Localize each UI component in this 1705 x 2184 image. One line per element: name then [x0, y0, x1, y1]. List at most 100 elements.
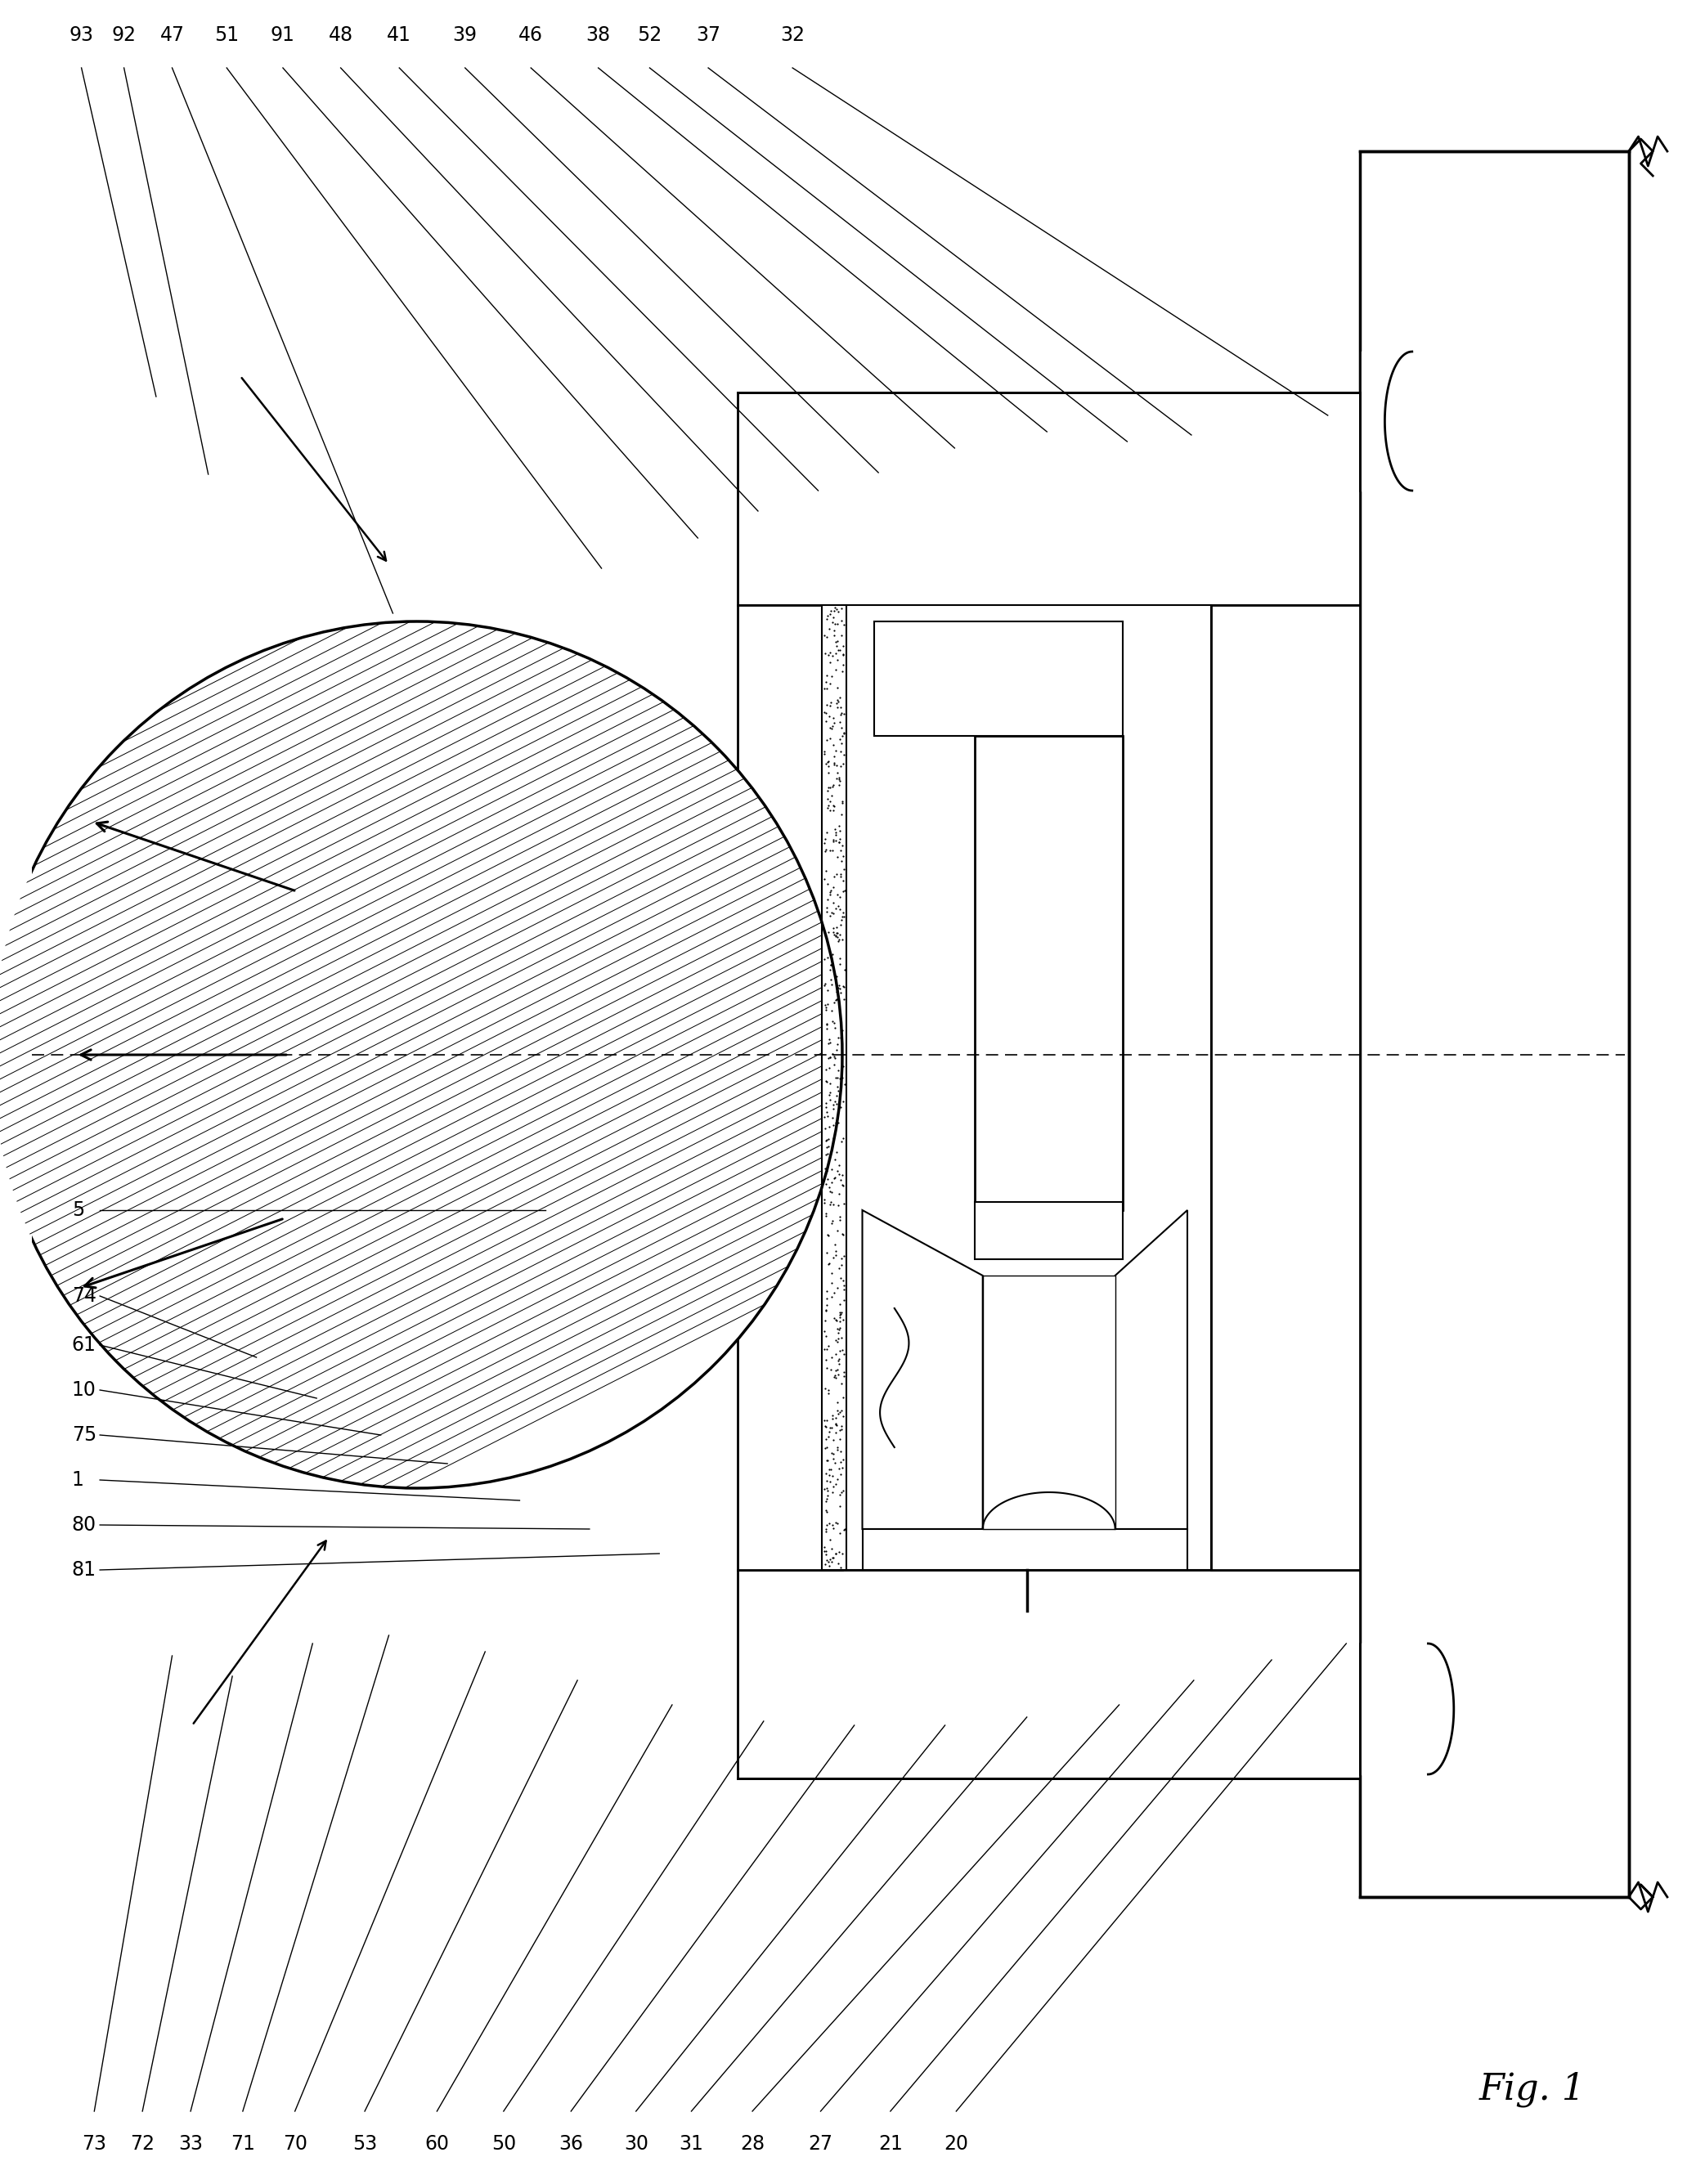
Text: 53: 53 [353, 2134, 377, 2153]
Point [824, 1079, 851, 1114]
Point [822, 1105, 849, 1140]
Point [817, 1452, 844, 1487]
Point [817, 1184, 844, 1219]
Point [827, 1299, 854, 1334]
Point [822, 1324, 849, 1358]
Point [824, 1304, 851, 1339]
Point [829, 719, 856, 753]
Point [822, 919, 849, 954]
Point [829, 1411, 856, 1446]
Point [822, 917, 849, 952]
Point [827, 1295, 854, 1330]
Point [824, 924, 851, 959]
Point [820, 727, 847, 762]
Point [813, 1099, 841, 1133]
Bar [863, 1529, 1187, 1570]
Point [813, 867, 841, 902]
Point [817, 1040, 844, 1075]
Point [825, 978, 852, 1013]
Point [813, 1343, 841, 1378]
Point [822, 636, 849, 670]
Point [830, 697, 858, 732]
Point [829, 638, 856, 673]
Point [827, 1365, 854, 1400]
Point [825, 970, 852, 1005]
Point [812, 1085, 839, 1120]
Point [815, 743, 842, 778]
Point [820, 1299, 847, 1334]
Point [818, 638, 846, 673]
Point [827, 917, 854, 952]
Text: 71: 71 [230, 2134, 256, 2153]
Point [812, 821, 839, 856]
Point [825, 1313, 852, 1348]
Point [815, 1051, 842, 1085]
Point [812, 670, 839, 705]
Point [824, 1409, 851, 1444]
Point [812, 1483, 839, 1518]
Point [812, 736, 839, 771]
Point [818, 832, 846, 867]
Point [813, 1064, 841, 1099]
Text: 33: 33 [179, 2134, 203, 2153]
Text: 32: 32 [781, 26, 805, 46]
Point [815, 1245, 842, 1280]
Point [822, 1238, 849, 1273]
Point [817, 1040, 844, 1075]
Point [825, 684, 852, 719]
Point [812, 1372, 839, 1406]
Point [818, 895, 846, 930]
Text: 81: 81 [72, 1559, 97, 1579]
Point [827, 1304, 854, 1339]
Point [824, 594, 851, 629]
Point [812, 1158, 839, 1192]
Point [810, 1186, 837, 1221]
Point [818, 1474, 846, 1509]
Point [824, 856, 851, 891]
Point [827, 812, 854, 847]
Point [830, 1511, 858, 1546]
Text: 38: 38 [587, 26, 610, 46]
Point [818, 1398, 846, 1433]
Text: 93: 93 [70, 26, 94, 46]
Text: 37: 37 [696, 26, 721, 46]
Point [830, 1216, 858, 1251]
Point [815, 1022, 842, 1057]
Point [820, 1160, 847, 1195]
Point [830, 1358, 858, 1393]
Text: 10: 10 [72, 1380, 95, 1400]
Point [829, 922, 856, 957]
Point [824, 1099, 851, 1133]
Point [825, 891, 852, 926]
Point [822, 981, 849, 1016]
Point [812, 636, 839, 670]
Point [820, 601, 847, 636]
Point [830, 952, 858, 987]
Point [817, 1542, 844, 1577]
Point [818, 1339, 846, 1374]
Point [825, 631, 852, 666]
Point [824, 1153, 851, 1188]
Point [818, 1175, 846, 1210]
Point [827, 1162, 854, 1197]
Point [822, 1234, 849, 1269]
Point [813, 1162, 841, 1197]
Point [822, 1083, 849, 1118]
Point [825, 1321, 852, 1356]
Point [824, 1343, 851, 1378]
Point [817, 699, 844, 734]
Point [825, 1188, 852, 1223]
Text: 47: 47 [160, 26, 184, 46]
Point [815, 1420, 842, 1455]
Point [820, 1107, 847, 1142]
Point [820, 1088, 847, 1123]
Point [813, 688, 841, 723]
Point [822, 1361, 849, 1396]
Point [827, 1446, 854, 1481]
Point [813, 697, 841, 732]
Point [824, 1310, 851, 1345]
Point [830, 1186, 858, 1221]
Point [815, 1040, 842, 1075]
Point [818, 712, 846, 747]
Point [830, 1262, 858, 1297]
